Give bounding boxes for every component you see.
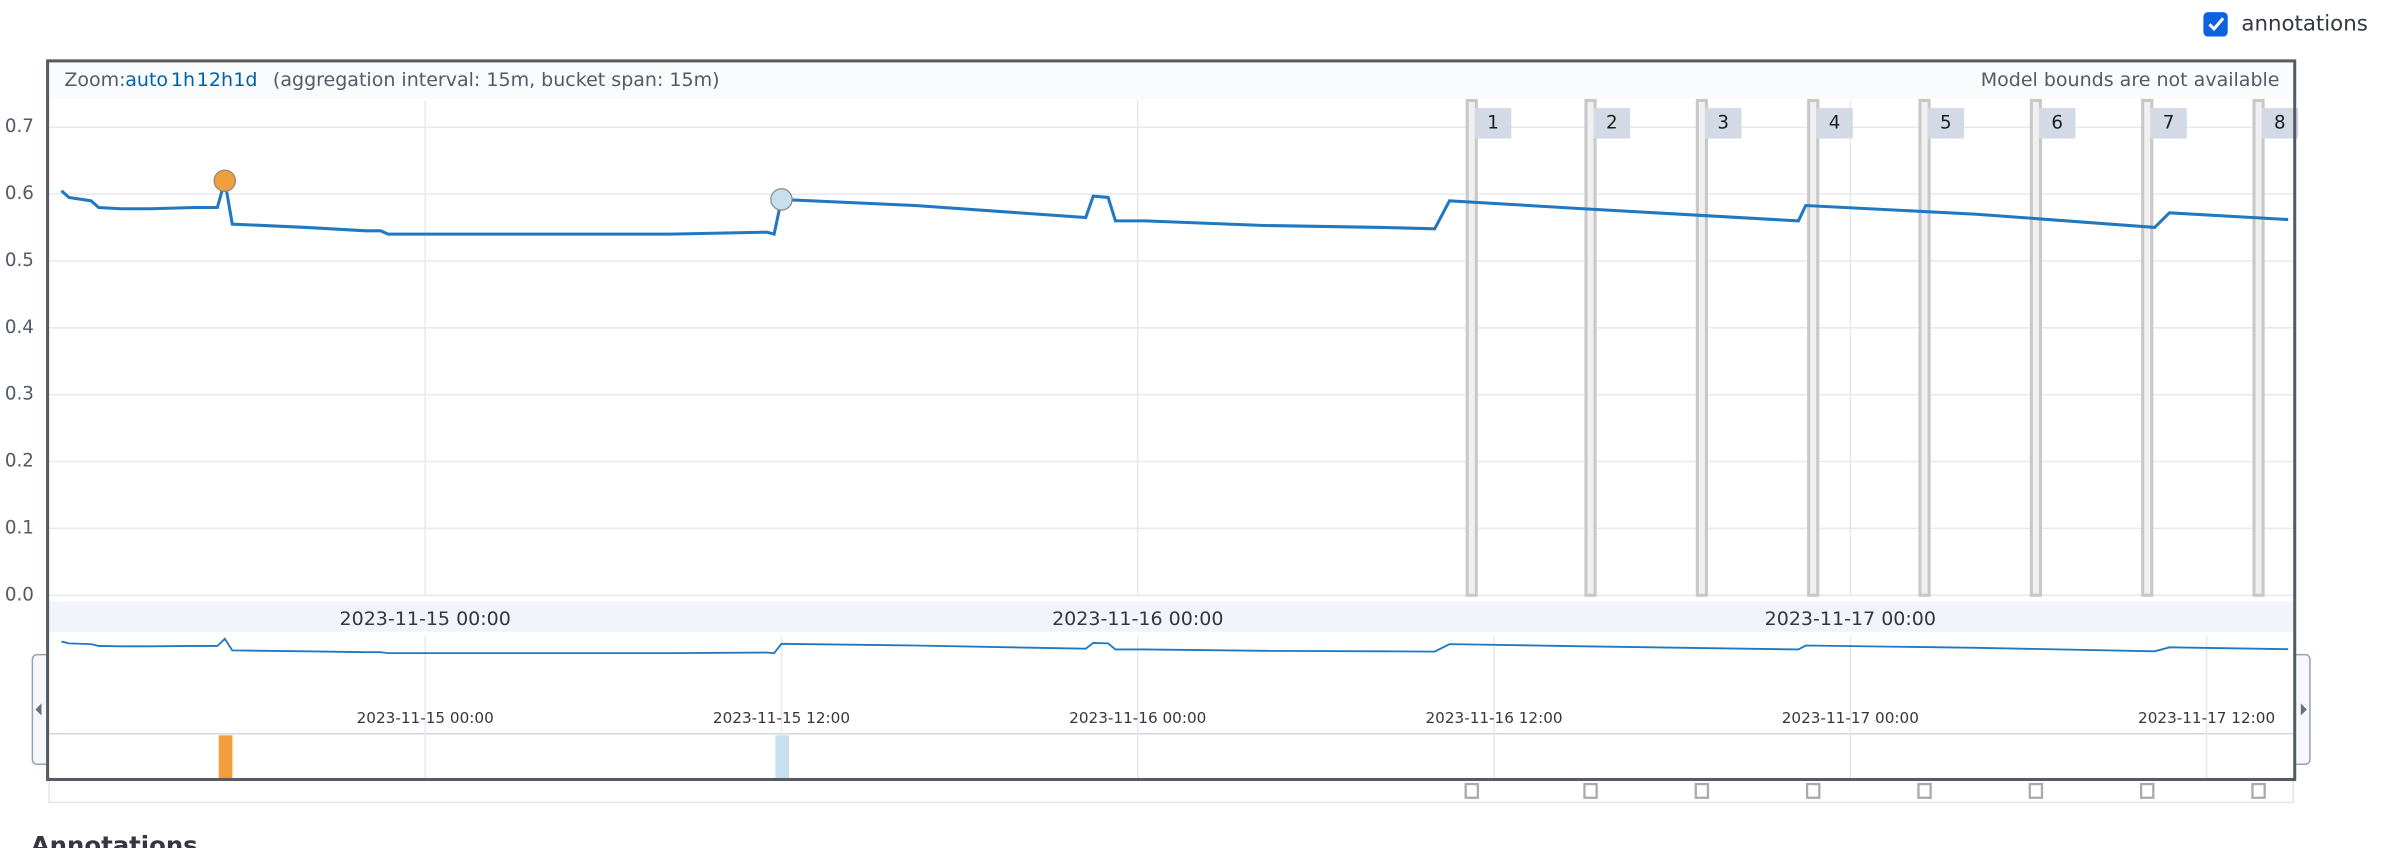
annotation-context-mark (1464, 782, 1480, 799)
annotation-band (2029, 98, 2042, 597)
y-tick-label: 0.7 (5, 116, 34, 137)
annotation-context-mark (1917, 782, 1932, 799)
context-tick-label: 2023-11-16 00:00 (1069, 709, 1206, 727)
annotations-checkbox[interactable] (2203, 12, 2228, 37)
anomaly-marker (770, 188, 793, 211)
context-tick-label: 2023-11-15 00:00 (357, 709, 494, 727)
zoom-bar (49, 62, 2294, 99)
check-icon (2208, 17, 2225, 32)
annotation-band (1465, 98, 1478, 597)
annotation-label: 8 (2274, 112, 2286, 133)
annotation-band (1807, 98, 1820, 597)
annotation-label-box (1704, 108, 1742, 139)
swimlane-cell (775, 735, 790, 780)
chart-frame (46, 59, 2297, 782)
annotation-band (1695, 98, 1708, 597)
annotation-label-box (1593, 108, 1631, 139)
annotation-band (2141, 98, 2154, 597)
y-tick-label: 0.6 (5, 183, 34, 204)
x-tick-label: 2023-11-15 00:00 (340, 608, 511, 630)
annotation-context-mark (1694, 782, 1710, 799)
y-tick-label: 0.5 (5, 250, 34, 271)
plot: 0.0 0.1 0.2 0.3 0.4 0.5 0.6 0.7 2023-11-15 00:00… (5, 98, 2299, 799)
annotation-label: 5 (1940, 112, 1952, 133)
annotation-band (2252, 98, 2265, 597)
zoom-option[interactable]: auto (125, 69, 168, 91)
annotation-label: 6 (2051, 112, 2063, 133)
annotation-band (1584, 98, 1597, 597)
zoom-option[interactable]: 12h (197, 69, 233, 91)
aggregation-info: (aggregation interval: 15m, bucket span:… (273, 69, 720, 91)
section-heading: Annotations (31, 830, 198, 848)
x-tick-label: 2023-11-16 00:00 (1052, 608, 1223, 630)
annotation-context-row (48, 778, 2294, 804)
zoom-option[interactable]: 1h (171, 69, 195, 91)
zoom-label: Zoom: (64, 69, 125, 91)
toggle-label[interactable]: annotations (2241, 11, 2367, 36)
context-tick-label: 2023-11-17 00:00 (1782, 709, 1919, 727)
x-tick-label: 2023-11-17 00:00 (1765, 608, 1936, 630)
anomaly-marker (213, 169, 237, 192)
annotation-context-mark (2028, 782, 2044, 799)
annotation-label: 7 (2163, 112, 2175, 133)
annotation-label-box (2038, 108, 2076, 139)
y-tick-label: 0.3 (5, 384, 34, 405)
y-tick-label: 0.4 (5, 317, 34, 338)
annotation-label: 1 (1487, 112, 1499, 133)
swimlane-cell (218, 735, 233, 780)
context-tick-label: 2023-11-15 12:00 (713, 709, 850, 727)
annotation-label-box (1816, 108, 1853, 139)
annotation-label: 4 (1829, 112, 1841, 133)
date-strip (49, 601, 2294, 632)
context-line-series (61, 637, 2289, 655)
line-series (60, 180, 2289, 237)
annotation-label-box (2261, 108, 2299, 139)
annotation-context-mark (1583, 782, 1598, 799)
annotation-context-mark (2251, 782, 2266, 799)
annotation-band (1918, 98, 1931, 597)
y-tick-label: 0.1 (5, 517, 34, 538)
model-bounds-note: Model bounds are not available (1981, 69, 2280, 91)
annotation-label-box (1927, 108, 1965, 139)
annotation-label-box (2150, 108, 2187, 139)
annotation-label-box (1474, 108, 1512, 139)
annotation-label: 3 (1717, 112, 1729, 133)
context-tick-label: 2023-11-16 12:00 (1425, 709, 1562, 727)
annotation-context-mark (2139, 782, 2155, 799)
zoom-option[interactable]: 1d (233, 69, 257, 91)
y-tick-label: 0.0 (5, 584, 34, 605)
y-tick-label: 0.2 (5, 451, 34, 472)
annotation-label: 2 (1606, 112, 1618, 133)
annotation-context-mark (1805, 782, 1821, 799)
context-tick-label: 2023-11-17 12:00 (2138, 709, 2275, 727)
